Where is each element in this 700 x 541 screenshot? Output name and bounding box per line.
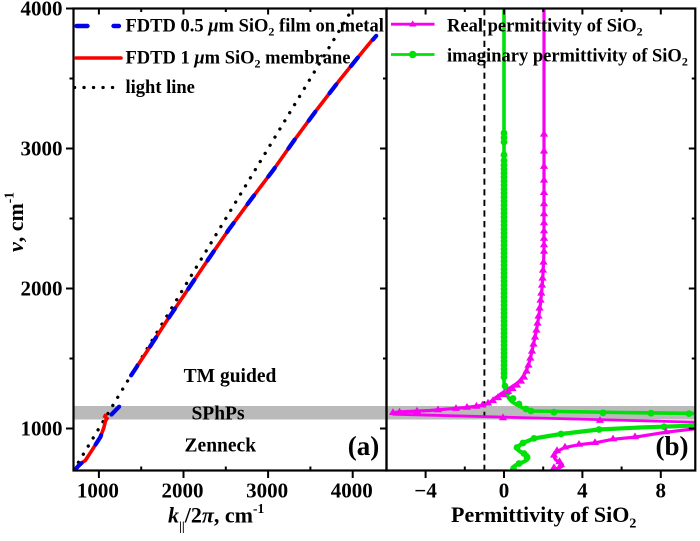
svg-text:FDTD 1 μm SiO2 membrane: FDTD 1 μm SiO2 membrane — [126, 49, 351, 71]
svg-text:1000: 1000 — [77, 479, 119, 503]
svg-text:2000: 2000 — [21, 277, 63, 301]
svg-text:(a): (a) — [348, 431, 379, 461]
svg-text:0: 0 — [499, 479, 510, 503]
svg-text:3000: 3000 — [21, 137, 63, 161]
svg-text:3000: 3000 — [246, 479, 288, 503]
svg-text:−4: −4 — [414, 479, 437, 503]
svg-text:TM guided: TM guided — [184, 366, 277, 387]
svg-text:4000: 4000 — [21, 0, 63, 21]
svg-text:Permittivity of SiO2: Permittivity of SiO2 — [451, 502, 636, 532]
svg-text:2000: 2000 — [162, 479, 204, 503]
svg-text:FDTD 0.5 μm SiO2 film on metal: FDTD 0.5 μm SiO2 film on metal — [126, 16, 384, 38]
svg-text:(b): (b) — [656, 431, 689, 461]
svg-text:imaginary permittivity of SiO2: imaginary permittivity of SiO2 — [447, 46, 688, 68]
svg-text:SPhPs: SPhPs — [191, 404, 245, 425]
svg-text:Zenneck: Zenneck — [185, 436, 257, 457]
svg-text:ν, cm-1: ν, cm-1 — [2, 192, 29, 252]
svg-text:4000: 4000 — [331, 479, 373, 503]
svg-text:light line: light line — [126, 78, 195, 98]
svg-text:k||/2π, cm-1: k||/2π, cm-1 — [168, 501, 264, 534]
svg-text:8: 8 — [656, 479, 667, 503]
svg-text:4: 4 — [577, 479, 588, 503]
svg-text:1000: 1000 — [21, 417, 63, 441]
svg-text:Real permittivity of SiO2: Real permittivity of SiO2 — [447, 16, 643, 38]
